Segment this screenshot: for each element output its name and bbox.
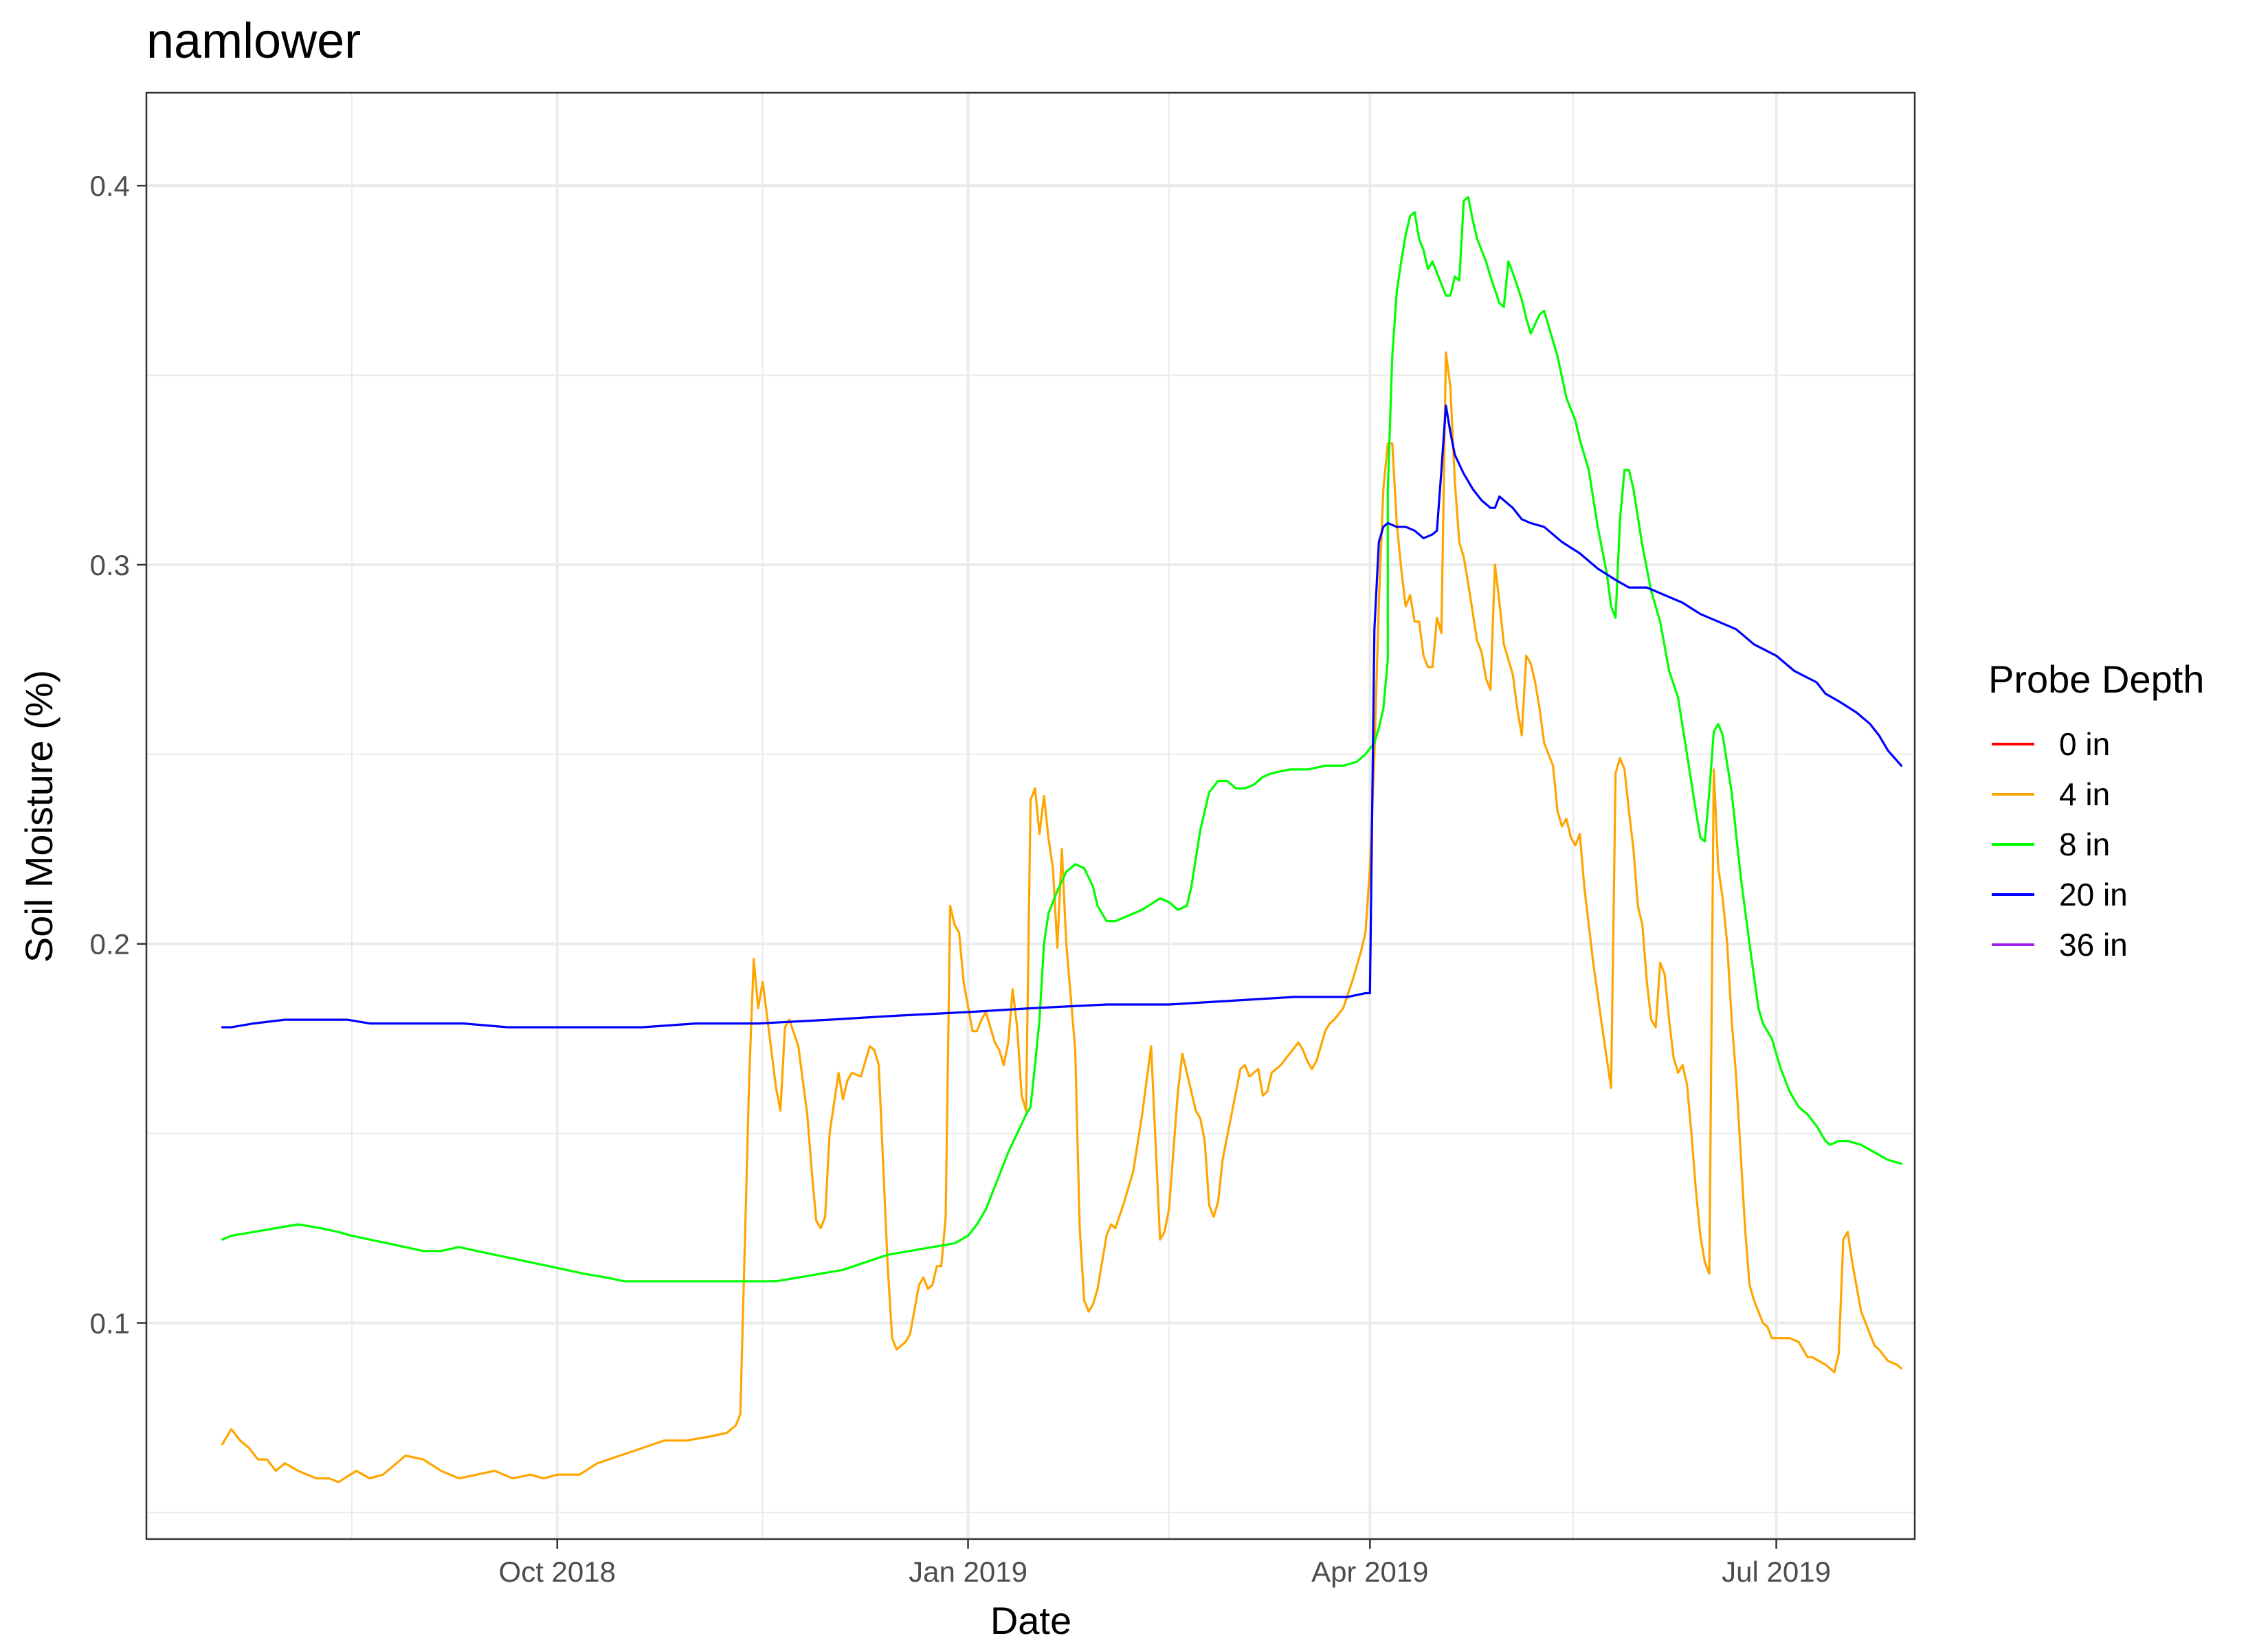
legend-label-36-in: 36 in [2059,927,2128,963]
y-tick-label: 0.1 [90,1307,130,1339]
legend-label-8-in: 8 in [2059,827,2110,862]
series-lines [221,196,1903,1483]
plot-area [145,91,1916,1540]
y-axis: 0.1 0.2 0.3 0.4 [90,170,146,1339]
legend-items: 0 in 4 in 8 in 20 in 36 in [1992,726,2128,963]
y-tick-label: 0.4 [90,170,130,202]
legend-label-4-in: 4 in [2059,776,2110,812]
y-tick-label: 0.2 [90,928,130,961]
series-line-8-in [221,196,1903,1283]
x-axis: Oct 2018 Jan 2019 Apr 2019 Jul 2019 [499,1539,1831,1588]
major-gridlines [146,93,1915,1539]
chart-title: namlower [146,14,361,69]
legend-label-20-in: 20 in [2059,877,2128,912]
y-axis-title: Soil Moisture (%) [17,670,60,963]
plot-border [145,91,1916,1540]
x-tick-label: Apr 2019 [1311,1556,1428,1588]
minor-gridlines [146,93,1915,1539]
series-line-4-in [221,351,1903,1483]
x-tick-label: Oct 2018 [499,1556,616,1588]
series-line-20-in [221,404,1903,1029]
legend: Probe Depth 0 in 4 in 8 in 20 in 36 in [1988,658,2204,963]
legend-label-0-in: 0 in [2059,726,2110,762]
x-tick-label: Jan 2019 [909,1556,1027,1588]
y-tick-label: 0.3 [90,549,130,581]
x-tick-label: Jul 2019 [1722,1556,1831,1588]
legend-title: Probe Depth [1988,658,2204,701]
x-axis-title: Date [990,1599,1071,1642]
